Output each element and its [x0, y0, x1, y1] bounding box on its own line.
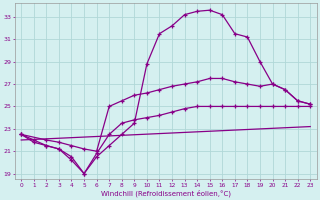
X-axis label: Windchill (Refroidissement éolien,°C): Windchill (Refroidissement éolien,°C) — [101, 189, 231, 197]
